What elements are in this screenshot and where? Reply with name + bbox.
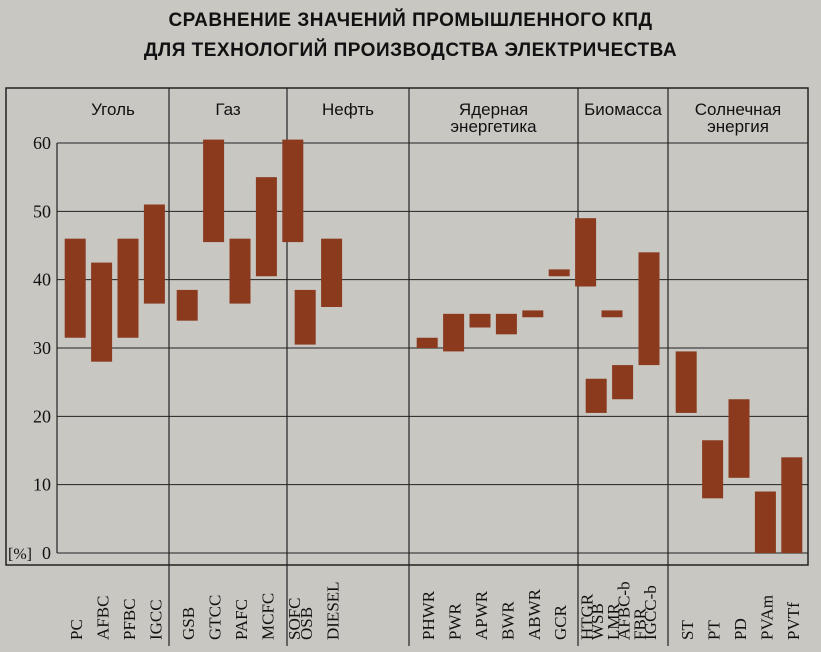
bar-pvtf — [781, 457, 803, 553]
y-tick-label: 30 — [33, 338, 51, 358]
bar-wsb — [585, 378, 607, 413]
category-label: GCR — [551, 604, 570, 640]
group-header: Ядерная — [459, 100, 528, 119]
category-label: DIESEL — [324, 581, 343, 640]
bar-pvam — [754, 491, 776, 553]
y-axis-label: [%] — [8, 546, 32, 563]
y-tick-label: 40 — [33, 270, 51, 290]
category-label: LMR — [604, 603, 623, 641]
category-label: FBR — [630, 607, 649, 640]
category-label: PAFC — [232, 599, 251, 640]
category-label: PHWR — [419, 590, 438, 640]
bar-mcfc — [255, 177, 277, 277]
y-tick-label: 60 — [33, 133, 51, 153]
category-label: PT — [705, 620, 724, 640]
y-tick-label: 50 — [33, 201, 51, 221]
category-label: ST — [678, 620, 697, 640]
category-label: PWR — [446, 603, 465, 641]
bar-pafc — [229, 238, 251, 304]
y-tick-label: 0 — [42, 543, 51, 563]
bar-diesel — [321, 238, 343, 307]
category-label: OSB — [297, 607, 316, 640]
category-label: WSB — [588, 603, 607, 640]
category-label: PC — [67, 619, 86, 640]
bar-st — [675, 351, 697, 413]
bar-igcc-b — [638, 252, 660, 366]
bar-htgr — [575, 218, 597, 287]
bar-osb — [294, 289, 316, 345]
bar-gsb — [176, 289, 198, 321]
bar-apwr — [469, 313, 491, 328]
bar-abwr — [522, 310, 544, 318]
category-label: AFBC-b — [615, 581, 634, 640]
bar-bwr — [495, 313, 517, 335]
category-label: PFBC — [120, 598, 139, 640]
bar-pc — [64, 238, 86, 338]
y-tick-label: 10 — [33, 475, 51, 495]
category-label: GTCC — [206, 595, 225, 640]
bar-pwr — [443, 313, 465, 352]
category-label: MCFC — [258, 593, 277, 640]
category-label: IGCC — [146, 599, 165, 640]
group-header: Нефть — [322, 100, 374, 119]
bar-igcc — [143, 204, 165, 304]
plot-frame — [5, 87, 809, 566]
bar-sofc — [282, 139, 304, 243]
category-label: IGCC-b — [641, 585, 660, 640]
group-header: энергия — [707, 117, 769, 136]
group-header: Солнечная — [695, 100, 781, 119]
category-label: HTGR — [578, 593, 597, 640]
bar-gcr — [548, 269, 570, 277]
category-label: SOFC — [285, 597, 304, 640]
chart-subtitle: ДЛЯ ТЕХНОЛОГИЙ ПРОИЗВОДСТВА ЭЛЕКТРИЧЕСТВ… — [143, 40, 678, 61]
category-label: PVTf — [784, 602, 803, 640]
bar-afbc-b — [612, 365, 634, 400]
bar-pfbc — [117, 238, 139, 338]
group-header: энергетика — [450, 117, 537, 136]
bar-afbc — [91, 262, 113, 362]
bar-phwr — [416, 337, 438, 348]
group-header: Уголь — [91, 100, 135, 119]
category-label: BWR — [498, 601, 517, 640]
bar-pt — [702, 440, 724, 499]
bar-lmr — [601, 310, 623, 318]
y-tick-label: 20 — [33, 406, 51, 426]
group-header: Газ — [215, 100, 241, 119]
group-header: Биомасса — [584, 100, 662, 119]
chart-title: СРАВНЕНИЕ ЗНАЧЕНИЙ ПРОМЫШЛЕННОГО КПД — [168, 10, 653, 31]
bar-gtcc — [203, 139, 225, 243]
category-label: GSB — [179, 607, 198, 640]
category-label: PVAm — [757, 595, 776, 640]
bar-pd — [728, 399, 750, 478]
category-label: PD — [731, 618, 750, 640]
category-label: ABWR — [525, 588, 544, 640]
category-label: AFBC — [94, 596, 113, 640]
category-label: APWR — [472, 590, 491, 640]
